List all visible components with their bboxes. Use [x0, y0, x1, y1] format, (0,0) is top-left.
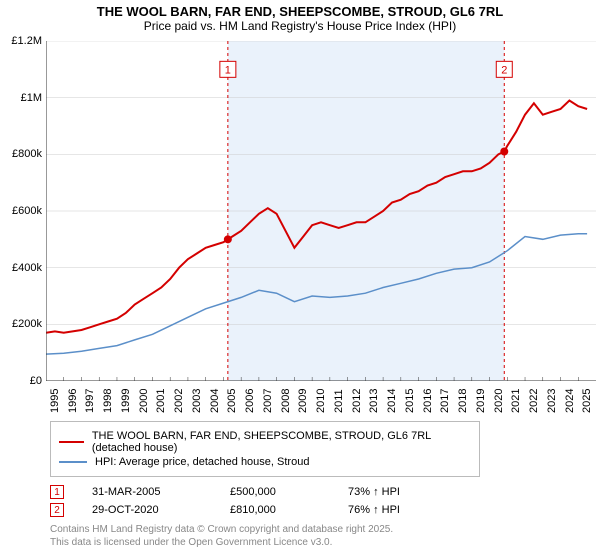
- chart-title: THE WOOL BARN, FAR END, SHEEPSCOMBE, STR…: [0, 0, 600, 19]
- marker-id-box: 2: [50, 503, 64, 517]
- marker-date: 29-OCT-2020: [92, 504, 202, 516]
- x-tick-label: 2019: [475, 389, 487, 413]
- x-tick-label: 2001: [155, 389, 167, 413]
- x-tick-label: 2008: [280, 389, 292, 413]
- marker-id-box: 1: [50, 485, 64, 499]
- x-tick-label: 2005: [226, 389, 238, 413]
- x-tick-label: 2010: [315, 389, 327, 413]
- x-tick-label: 2006: [244, 389, 256, 413]
- x-tick-label: 2024: [564, 389, 576, 413]
- legend-item: THE WOOL BARN, FAR END, SHEEPSCOMBE, STR…: [59, 430, 471, 454]
- x-tick-label: 1999: [120, 389, 132, 413]
- y-tick-label: £400k: [12, 262, 42, 274]
- x-tick-label: 2000: [138, 389, 150, 413]
- marker-table: 1 31-MAR-2005 £500,000 73% ↑ HPI 2 29-OCT-202…: [50, 485, 600, 517]
- x-axis-labels: 1995 1996 1997 1998 1999 2000 2001 2002 2003 2004…: [46, 383, 596, 413]
- y-tick-label: £0: [30, 375, 42, 387]
- attribution: Contains HM Land Registry data © Crown c…: [50, 523, 600, 549]
- legend-item: HPI: Average price, detached house, Stro…: [59, 456, 471, 468]
- y-tick-label: £600k: [12, 205, 42, 217]
- y-tick-label: £1M: [21, 92, 42, 104]
- x-tick-label: 2025: [581, 389, 593, 413]
- svg-text:1: 1: [225, 64, 231, 76]
- x-tick-label: 2023: [546, 389, 558, 413]
- chart-subtitle: Price paid vs. HM Land Registry's House …: [0, 19, 600, 39]
- marker-date: 31-MAR-2005: [92, 486, 202, 498]
- y-tick-label: £200k: [12, 318, 42, 330]
- marker-price: £500,000: [230, 486, 320, 498]
- chart-plot: 12: [46, 41, 596, 381]
- attribution-line2: This data is licensed under the Open Gov…: [50, 536, 600, 549]
- x-tick-label: 2021: [510, 389, 522, 413]
- marker-row: 1 31-MAR-2005 £500,000 73% ↑ HPI: [50, 485, 600, 499]
- marker-row: 2 29-OCT-2020 £810,000 76% ↑ HPI: [50, 503, 600, 517]
- x-tick-label: 2022: [528, 389, 540, 413]
- chart-area: £0£200k£400k£600k£800k£1M£1.2M 12 199519…: [46, 41, 596, 381]
- x-tick-label: 1995: [49, 389, 61, 413]
- x-tick-label: 2004: [209, 389, 221, 413]
- x-tick-label: 2014: [386, 389, 398, 413]
- x-tick-label: 2009: [297, 389, 309, 413]
- legend-swatch: [59, 461, 87, 463]
- x-tick-label: 1998: [102, 389, 114, 413]
- attribution-line1: Contains HM Land Registry data © Crown c…: [50, 523, 600, 536]
- x-tick-label: 2018: [457, 389, 469, 413]
- legend: THE WOOL BARN, FAR END, SHEEPSCOMBE, STR…: [50, 421, 480, 477]
- legend-label: HPI: Average price, detached house, Stro…: [95, 456, 309, 468]
- x-tick-label: 2003: [191, 389, 203, 413]
- marker-delta: 73% ↑ HPI: [348, 486, 400, 498]
- x-tick-label: 2013: [368, 389, 380, 413]
- y-axis-labels: £0£200k£400k£600k£800k£1M£1.2M: [0, 41, 44, 381]
- marker-price: £810,000: [230, 504, 320, 516]
- legend-swatch: [59, 441, 84, 443]
- legend-label: THE WOOL BARN, FAR END, SHEEPSCOMBE, STR…: [92, 430, 471, 454]
- x-tick-label: 2020: [493, 389, 505, 413]
- x-tick-label: 1996: [67, 389, 79, 413]
- y-tick-label: £1.2M: [11, 35, 42, 47]
- svg-text:2: 2: [501, 64, 507, 76]
- y-tick-label: £800k: [12, 148, 42, 160]
- x-tick-label: 2007: [262, 389, 274, 413]
- x-tick-label: 2015: [404, 389, 416, 413]
- x-tick-label: 2012: [351, 389, 363, 413]
- marker-delta: 76% ↑ HPI: [348, 504, 400, 516]
- x-tick-label: 2011: [333, 389, 345, 413]
- x-tick-label: 2002: [173, 389, 185, 413]
- x-tick-label: 2017: [439, 389, 451, 413]
- x-tick-label: 2016: [422, 389, 434, 413]
- x-tick-label: 1997: [84, 389, 96, 413]
